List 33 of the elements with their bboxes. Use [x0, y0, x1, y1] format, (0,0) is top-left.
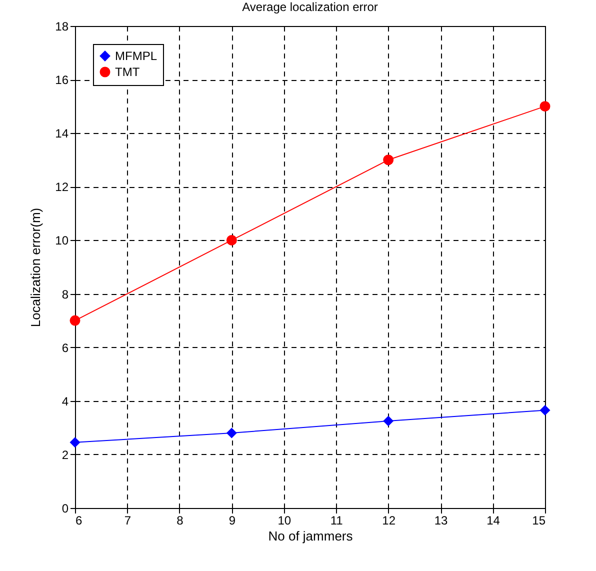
x-tick-label: 15 — [532, 514, 546, 528]
y-tick-label: 12 — [55, 180, 69, 194]
point — [226, 234, 237, 246]
y-tick-label: 4 — [62, 394, 69, 408]
y-tick-label: 2 — [62, 448, 69, 462]
x-tick-label: 11 — [330, 514, 344, 528]
y-tick-label: 18 — [55, 20, 69, 34]
point — [226, 428, 237, 438]
x-tick-label: 7 — [124, 514, 132, 528]
x-tick-label: 12 — [382, 514, 396, 528]
point — [540, 405, 550, 416]
point — [383, 416, 394, 426]
point — [540, 101, 550, 112]
legend-label: TMT — [115, 65, 140, 79]
point — [70, 315, 80, 326]
y-tick-label: 8 — [62, 287, 69, 302]
y-tick-label: 6 — [62, 340, 69, 355]
y-tick-label: 16 — [55, 73, 69, 88]
legend-label: MFMPL — [115, 49, 158, 63]
point — [383, 154, 394, 166]
x-tick-label: 10 — [278, 514, 292, 528]
y-tick-label: 0 — [62, 502, 69, 516]
x-tick-label: 14 — [486, 514, 500, 528]
chart-title: Average localization error — [242, 0, 378, 14]
y-tick-label: 10 — [55, 234, 69, 248]
point — [70, 437, 80, 448]
y-tick-label: 14 — [55, 126, 69, 141]
y-axis-title: Localization error(m) — [28, 208, 44, 328]
x-tick-label: 8 — [176, 514, 184, 528]
x-tick-label: 13 — [434, 514, 448, 528]
x-axis-title: No of jammers — [268, 528, 354, 544]
x-tick-label: 9 — [228, 514, 236, 528]
x-tick-label: 6 — [76, 514, 82, 528]
